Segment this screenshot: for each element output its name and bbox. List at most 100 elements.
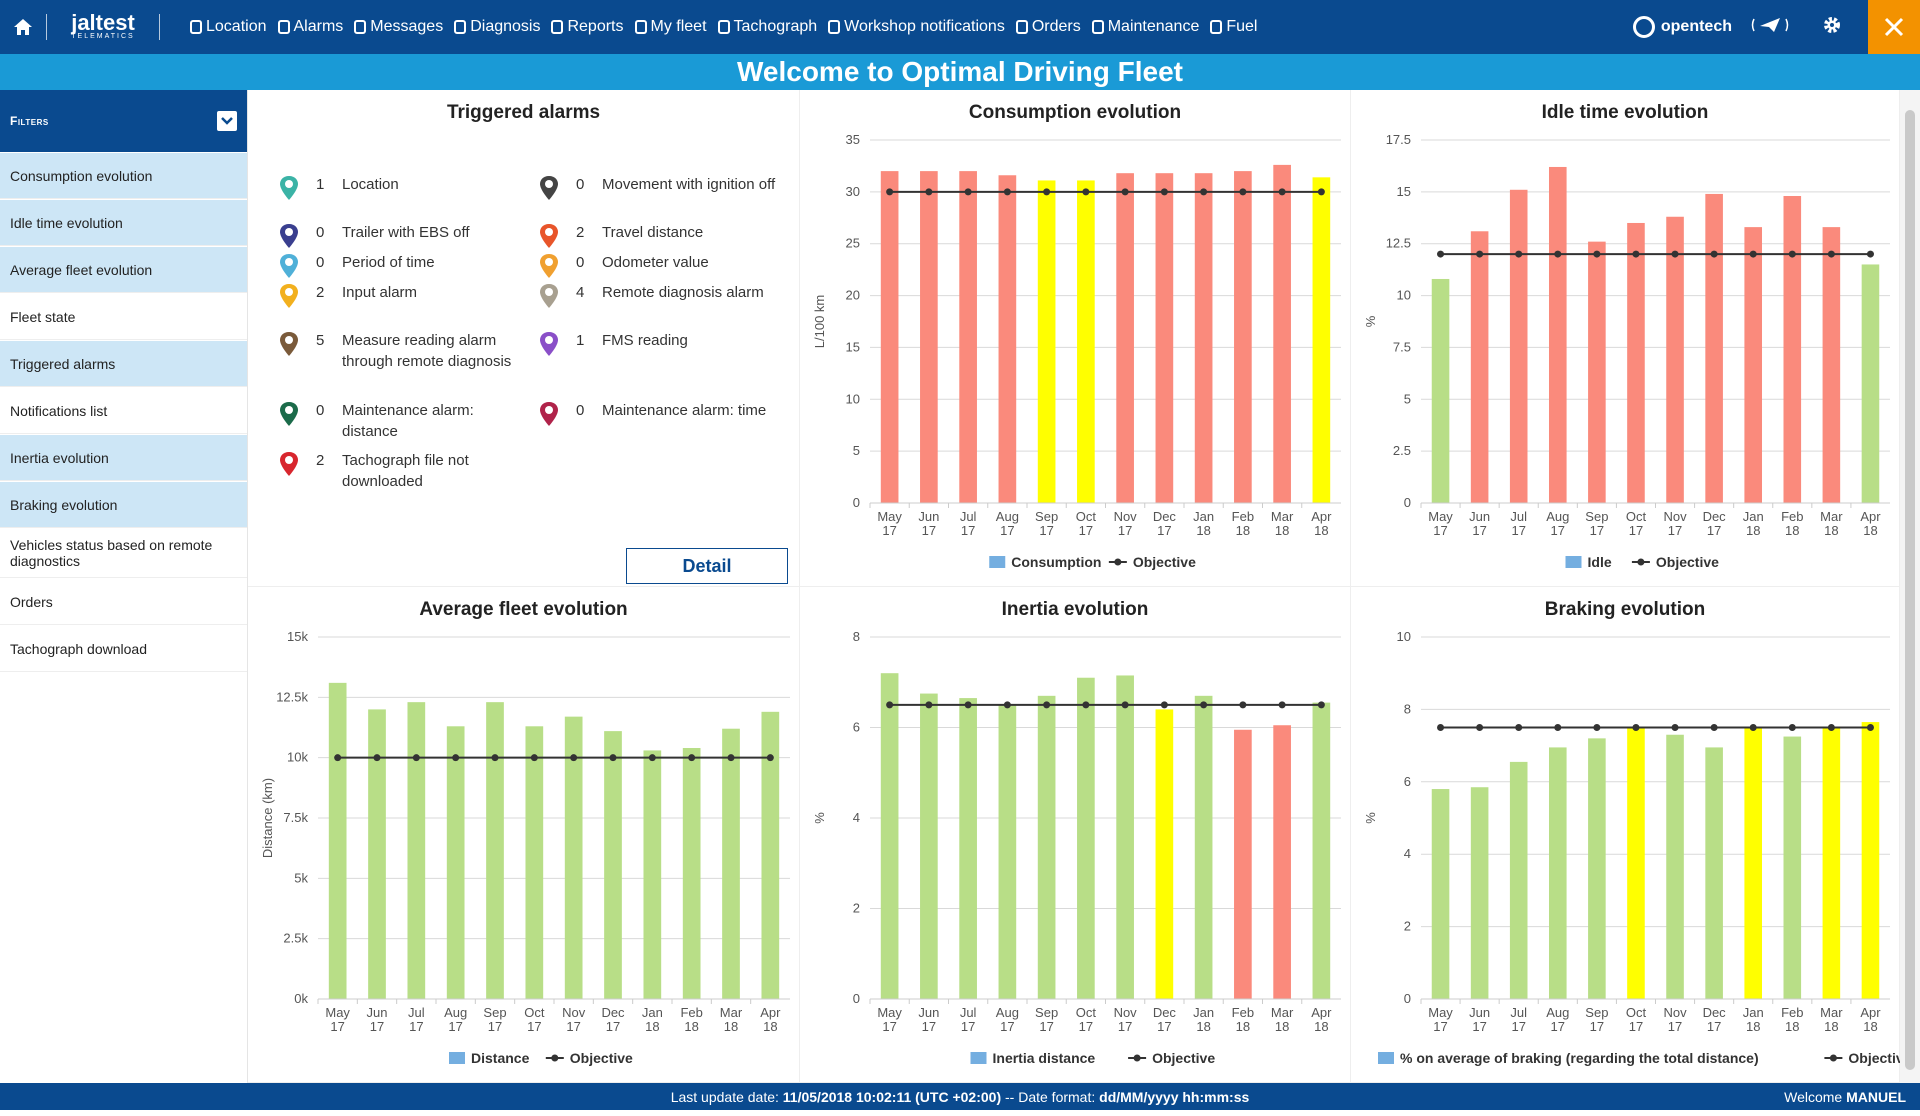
nav-my-fleet[interactable]: My fleet: [629, 0, 712, 54]
objective-point[interactable]: [1671, 250, 1679, 258]
bar[interactable]: [1431, 278, 1450, 503]
bar[interactable]: [1588, 241, 1606, 503]
bar[interactable]: [1273, 725, 1291, 999]
bar[interactable]: [880, 673, 899, 999]
bar[interactable]: [1470, 231, 1489, 504]
bar[interactable]: [525, 726, 544, 999]
objective-point[interactable]: [1082, 188, 1090, 196]
objective-point[interactable]: [925, 188, 933, 196]
bar[interactable]: [1548, 166, 1567, 504]
bar[interactable]: [1666, 734, 1684, 999]
objective-point[interactable]: [1710, 250, 1718, 258]
bar[interactable]: [1705, 747, 1723, 999]
objective-point[interactable]: [1317, 188, 1325, 196]
nav-workshop-notifications[interactable]: Workshop notifications: [822, 0, 1010, 54]
bar[interactable]: [1077, 677, 1095, 999]
bar[interactable]: [959, 698, 977, 999]
objective-point[interactable]: [766, 754, 774, 762]
scrollbar-thumb[interactable]: [1905, 110, 1915, 1070]
objective-point[interactable]: [452, 754, 460, 762]
objective-point[interactable]: [1788, 724, 1796, 731]
sidebar-item-braking-evolution[interactable]: Braking evolution: [0, 482, 247, 528]
bar[interactable]: [761, 711, 780, 999]
bar[interactable]: [1744, 727, 1763, 1000]
close-button[interactable]: [1868, 0, 1920, 54]
objective-point[interactable]: [1003, 701, 1011, 709]
objective-point[interactable]: [964, 701, 972, 709]
objective-point[interactable]: [1788, 250, 1796, 258]
nav-orders[interactable]: Orders: [1010, 0, 1086, 54]
objective-point[interactable]: [334, 754, 342, 762]
objective-point[interactable]: [1710, 724, 1718, 731]
filters-dropdown-button[interactable]: [217, 111, 237, 131]
bar[interactable]: [604, 731, 622, 999]
bar[interactable]: [1627, 222, 1645, 503]
nav-alarms[interactable]: Alarms: [272, 0, 349, 54]
objective-point[interactable]: [1515, 724, 1523, 731]
nav-diagnosis[interactable]: Diagnosis: [448, 0, 545, 54]
bar[interactable]: [1861, 722, 1880, 999]
objective-point[interactable]: [1593, 250, 1601, 258]
objective-point[interactable]: [373, 754, 381, 762]
objective-point[interactable]: [1317, 701, 1325, 709]
objective-point[interactable]: [1437, 250, 1445, 258]
bar[interactable]: [1312, 702, 1331, 999]
objective-point[interactable]: [1593, 724, 1601, 731]
bar[interactable]: [368, 709, 386, 999]
objective-point[interactable]: [1671, 724, 1679, 731]
objective-point[interactable]: [964, 188, 972, 196]
bar[interactable]: [1234, 729, 1252, 999]
objective-point[interactable]: [1121, 701, 1129, 709]
bar[interactable]: [1822, 227, 1841, 503]
objective-point[interactable]: [530, 754, 538, 762]
objective-point[interactable]: [1515, 250, 1523, 258]
bar[interactable]: [1273, 164, 1291, 503]
bar[interactable]: [643, 750, 662, 999]
objective-point[interactable]: [1866, 724, 1874, 731]
bar[interactable]: [1666, 216, 1684, 503]
bar[interactable]: [1783, 736, 1802, 999]
sidebar-item-triggered-alarms[interactable]: Triggered alarms: [0, 341, 247, 387]
bar[interactable]: [1234, 171, 1252, 503]
objective-point[interactable]: [1437, 724, 1445, 731]
objective-point[interactable]: [1239, 188, 1247, 196]
sidebar-item-vehicles-status-based-on-remote-diagnostics[interactable]: Vehicles status based on remote diagnost…: [0, 529, 247, 578]
objective-point[interactable]: [1476, 250, 1484, 258]
objective-point[interactable]: [1749, 250, 1757, 258]
bar[interactable]: [682, 748, 701, 999]
objective-point[interactable]: [1278, 701, 1286, 709]
objective-point[interactable]: [412, 754, 420, 762]
objective-point[interactable]: [1632, 250, 1640, 258]
bar[interactable]: [486, 702, 504, 999]
nav-location[interactable]: Location: [184, 0, 272, 54]
objective-point[interactable]: [925, 701, 933, 709]
bar[interactable]: [1744, 227, 1763, 503]
objective-point[interactable]: [1043, 701, 1051, 709]
sidebar-item-orders[interactable]: Orders: [0, 579, 247, 625]
bar[interactable]: [1509, 761, 1528, 999]
objective-point[interactable]: [1632, 724, 1640, 731]
send-message-button[interactable]: [1750, 15, 1790, 40]
objective-point[interactable]: [491, 754, 499, 762]
sidebar-item-average-fleet-evolution[interactable]: Average fleet evolution: [0, 247, 247, 293]
bar[interactable]: [1194, 695, 1213, 999]
sidebar-item-consumption-evolution[interactable]: Consumption evolution: [0, 153, 247, 199]
sidebar-item-inertia-evolution[interactable]: Inertia evolution: [0, 435, 247, 481]
bar[interactable]: [1548, 747, 1567, 999]
bar[interactable]: [1116, 173, 1134, 503]
bar[interactable]: [920, 171, 938, 503]
jaltest-logo[interactable]: jaltest TELEMATICS: [47, 0, 159, 54]
objective-point[interactable]: [570, 754, 578, 762]
bar[interactable]: [1627, 727, 1645, 1000]
bar[interactable]: [1037, 695, 1056, 999]
bar[interactable]: [1470, 787, 1489, 999]
bar[interactable]: [880, 171, 899, 503]
home-button[interactable]: [0, 0, 46, 54]
objective-point[interactable]: [1827, 250, 1835, 258]
bar[interactable]: [1822, 727, 1841, 1000]
objective-point[interactable]: [1200, 701, 1208, 709]
bar[interactable]: [564, 716, 583, 999]
sidebar-item-notifications-list[interactable]: Notifications list: [0, 388, 247, 434]
bar[interactable]: [920, 693, 938, 999]
bar[interactable]: [1312, 177, 1331, 503]
